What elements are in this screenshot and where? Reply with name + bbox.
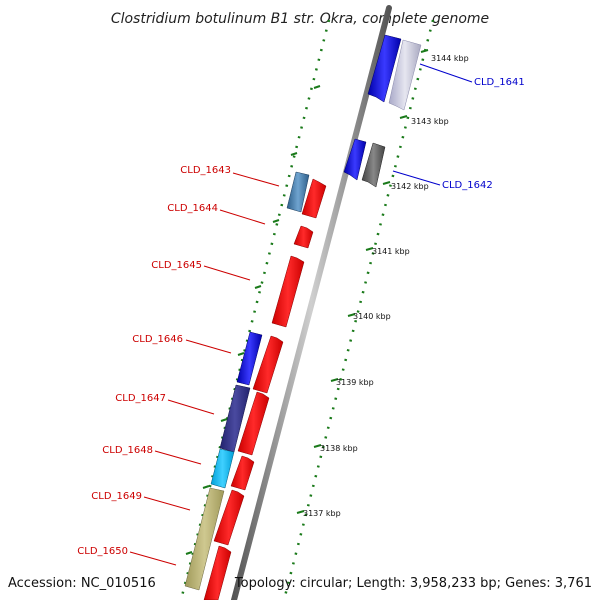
tick-label-3138: 3138 kbp [320,444,358,453]
tick-label-3139: 3139 kbp [336,378,374,387]
gene-arrow-red-5[interactable] [213,489,245,546]
outer-tick-mark [185,551,193,555]
leader-line-cld-1648 [154,450,202,465]
genome-title: Clostridium botulinum B1 str. Okra, comp… [111,11,489,27]
gene-label-cld-1641[interactable]: CLD_1641 [474,77,525,88]
genome-backbone [231,5,392,600]
gene-arrow-red-4[interactable] [230,455,255,491]
tick-mark-3138 [313,444,322,448]
outer-tick-mark [254,285,262,289]
leader-line-cld-1650 [129,551,177,566]
outer-tick-mark [237,352,245,356]
gene-arrow-cld-1649[interactable] [184,487,225,591]
outer-tick-mark [290,152,298,156]
gene-label-cld-1648[interactable]: CLD_1648 [102,445,153,456]
kbp-ticks: 3144 kbp 3143 kbp 3142 kbp 3141 kbp 3140… [185,49,469,555]
tick-mark-3143 [399,115,408,119]
outer-tick-mark [272,219,280,223]
tick-label-3137: 3137 kbp [303,509,341,518]
gene-label-cld-1645[interactable]: CLD_1645 [151,260,202,271]
gene-arrow-cld-1644[interactable] [293,225,314,249]
leader-line-cld-1641 [419,63,473,83]
topology-text: Topology: circular; Length: 3,958,233 bp… [234,576,592,591]
gene-arrow-red-2[interactable] [252,335,284,394]
outer-tick-mark [313,85,321,89]
gene-label-cld-1646[interactable]: CLD_1646 [132,334,183,345]
tick-mark-3144 [420,49,429,53]
tick-label-3140: 3140 kbp [353,312,391,321]
tick-label-3144: 3144 kbp [431,54,469,63]
gene-arrow-forward-blue-2[interactable] [343,138,367,181]
gene-label-cld-1649[interactable]: CLD_1649 [91,491,142,502]
gene-arrow-red-3[interactable] [237,391,270,456]
reverse-strand-genes [184,171,327,600]
gene-arrow-cld-1641[interactable] [388,39,422,111]
gene-labels: CLD_1641 CLD_1642 CLD_1643 CLD_1644 CLD_… [77,63,525,566]
leader-line-cld-1642 [392,170,441,186]
leader-line-cld-1646 [185,339,232,354]
gene-label-cld-1647[interactable]: CLD_1647 [115,393,166,404]
accession-text: Accession: NC_010516 [8,576,156,591]
gene-arrow-cld-1648[interactable] [210,448,235,489]
gene-arrow-cld-1650[interactable] [203,545,232,600]
gene-label-cld-1650[interactable]: CLD_1650 [77,546,128,557]
tick-label-3142: 3142 kbp [391,182,429,191]
tick-mark-3140 [347,313,356,317]
gene-arrow-cld-1645[interactable] [271,255,305,328]
leader-line-cld-1644 [219,209,266,225]
gene-arrow-red[interactable] [301,178,327,219]
outer-tick-mark [202,485,210,489]
gene-arrow-forward-blue[interactable] [367,34,402,103]
gene-arrow-cld-1643[interactable] [286,171,310,213]
tick-label-3141: 3141 kbp [372,247,410,256]
gene-label-cld-1643[interactable]: CLD_1643 [180,165,231,176]
gene-arrow-cld-1642[interactable] [361,142,386,188]
leader-line-cld-1643 [232,172,280,187]
leader-line-cld-1647 [167,399,215,415]
tick-mark-3141 [365,247,374,251]
forward-strand-genes [343,34,422,188]
outer-tick-mark [220,418,228,422]
gene-arrow-cld-1646[interactable] [236,331,263,386]
gene-label-cld-1644[interactable]: CLD_1644 [167,203,218,214]
leader-line-cld-1645 [203,265,251,281]
tick-mark-3142 [382,181,391,185]
gene-label-cld-1642[interactable]: CLD_1642 [442,180,493,191]
tick-label-3143: 3143 kbp [411,117,449,126]
leader-line-cld-1649 [143,496,191,511]
tick-mark-3139 [330,378,339,382]
tick-mark-3137 [296,510,305,514]
